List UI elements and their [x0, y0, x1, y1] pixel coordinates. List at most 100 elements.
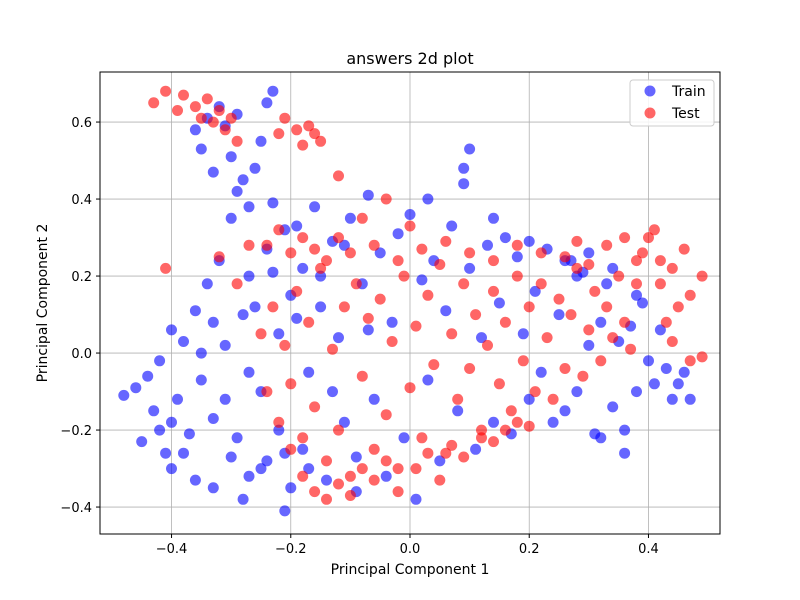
data-point-train — [398, 432, 410, 444]
data-point-test — [321, 255, 332, 267]
data-point-test — [583, 324, 595, 336]
data-point-test — [422, 289, 434, 301]
data-point-train — [219, 339, 231, 351]
data-point-test — [499, 424, 511, 436]
data-point-train — [482, 239, 493, 251]
data-point-test — [434, 474, 446, 486]
data-point-test — [392, 463, 404, 475]
x-tick-label: 0.0 — [400, 542, 421, 557]
data-point-test — [273, 128, 285, 140]
legend-label-train: Train — [671, 84, 706, 100]
data-point-train — [422, 193, 434, 205]
data-point-test — [255, 328, 267, 340]
data-point-test — [374, 293, 386, 305]
data-point-train — [160, 447, 172, 459]
data-point-test — [231, 278, 243, 290]
data-point-test — [189, 101, 201, 113]
data-point-train — [130, 382, 142, 394]
data-point-train — [362, 189, 374, 201]
data-point-test — [434, 259, 446, 270]
data-point-train — [291, 312, 303, 324]
data-point-train — [517, 328, 529, 340]
y-tick-label: 0.6 — [71, 116, 92, 131]
data-point-test — [309, 128, 321, 140]
data-point-test — [362, 312, 374, 324]
series-test — [148, 85, 708, 505]
data-point-train — [178, 336, 189, 347]
legend-marker-train — [644, 85, 656, 97]
data-point-test — [350, 278, 362, 290]
data-point-test — [279, 339, 291, 351]
data-point-train — [350, 451, 362, 463]
data-point-test — [577, 370, 589, 382]
legend-marker-test — [644, 107, 656, 119]
data-point-train — [422, 374, 434, 386]
data-point-test — [684, 355, 696, 367]
data-point-test — [386, 336, 398, 347]
data-point-test — [368, 474, 380, 486]
data-point-train — [189, 474, 201, 486]
data-point-train — [225, 151, 237, 163]
data-point-train — [601, 278, 613, 290]
data-point-test — [589, 285, 601, 297]
data-point-train — [255, 463, 267, 475]
data-point-train — [285, 482, 297, 494]
data-point-train — [231, 432, 243, 444]
data-point-train — [684, 393, 696, 405]
data-point-test — [470, 309, 482, 321]
data-point-test — [517, 355, 529, 367]
legend: Train Test — [629, 79, 715, 127]
data-point-train — [637, 297, 648, 309]
data-point-test — [607, 332, 619, 344]
data-point-train — [344, 212, 356, 224]
data-point-test — [488, 285, 499, 297]
x-tick-label: 0.2 — [519, 542, 540, 557]
data-point-train — [511, 251, 523, 263]
data-point-train — [458, 178, 470, 190]
data-point-test — [422, 447, 434, 459]
data-point-train — [291, 220, 303, 232]
data-point-test — [160, 85, 172, 97]
data-point-test — [541, 332, 553, 344]
data-point-train — [309, 201, 321, 213]
data-point-train — [225, 451, 237, 463]
data-point-test — [553, 293, 565, 305]
data-point-train — [553, 309, 565, 321]
data-point-train — [380, 470, 392, 482]
data-point-train — [523, 235, 535, 247]
data-point-train — [195, 143, 207, 155]
data-points — [118, 85, 708, 517]
x-axis-label: Principal Component 1 — [331, 562, 490, 578]
data-point-train — [547, 416, 559, 428]
data-point-train — [303, 463, 315, 475]
data-point-test — [678, 243, 690, 255]
data-point-test — [482, 339, 493, 351]
data-point-test — [464, 247, 476, 259]
data-point-train — [672, 378, 684, 390]
data-point-train — [464, 143, 476, 155]
data-point-train — [678, 366, 690, 378]
x-tick-label: 0.4 — [638, 542, 659, 557]
data-point-train — [243, 366, 255, 378]
data-point-test — [213, 105, 225, 116]
data-point-train — [261, 455, 273, 467]
data-point-train — [207, 166, 219, 178]
data-point-test — [637, 247, 648, 259]
data-point-test — [285, 247, 297, 259]
data-point-train — [297, 443, 309, 455]
data-point-test — [601, 239, 613, 251]
data-point-train — [315, 270, 327, 282]
data-point-train — [440, 305, 452, 317]
data-point-train — [321, 474, 332, 486]
data-point-test — [464, 363, 476, 374]
data-point-test — [392, 486, 404, 498]
data-point-train — [434, 455, 446, 467]
data-point-test — [476, 424, 487, 436]
data-point-test — [631, 278, 642, 290]
data-point-train — [249, 162, 261, 174]
data-point-train — [207, 482, 219, 494]
data-point-train — [243, 201, 255, 213]
data-point-test — [660, 316, 672, 328]
data-point-train — [136, 436, 148, 448]
